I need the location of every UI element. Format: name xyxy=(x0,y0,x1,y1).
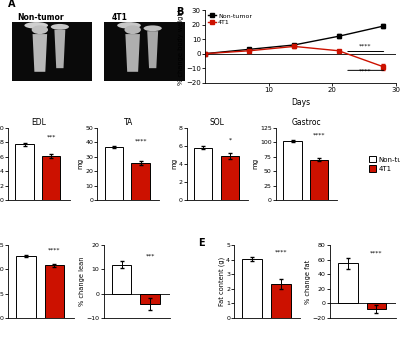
Ellipse shape xyxy=(32,25,48,34)
Bar xyxy=(105,147,123,200)
Text: ****: **** xyxy=(313,132,326,137)
Bar xyxy=(242,259,262,318)
Y-axis label: % change fat: % change fat xyxy=(305,259,311,304)
Ellipse shape xyxy=(24,22,48,29)
Bar xyxy=(140,293,160,305)
Title: SOL: SOL xyxy=(210,118,225,127)
Text: E: E xyxy=(198,238,204,248)
Text: ****: **** xyxy=(370,250,383,255)
Polygon shape xyxy=(32,34,47,72)
Text: ****: **** xyxy=(48,247,61,252)
Text: 4T1: 4T1 xyxy=(112,13,128,22)
Bar xyxy=(12,22,92,81)
Text: ****: **** xyxy=(359,68,372,73)
Bar xyxy=(16,144,34,200)
Ellipse shape xyxy=(51,24,69,30)
Bar xyxy=(16,256,36,318)
Y-axis label: Fat content (g): Fat content (g) xyxy=(218,257,225,306)
Bar xyxy=(194,148,212,200)
Polygon shape xyxy=(54,30,65,68)
Bar xyxy=(338,263,358,303)
Text: *: * xyxy=(228,138,232,143)
Text: A: A xyxy=(8,0,16,9)
Legend: Non-tumor, 4T1: Non-tumor, 4T1 xyxy=(208,13,252,25)
Y-axis label: mg: mg xyxy=(252,159,258,169)
Bar xyxy=(44,265,64,318)
Title: Gastroc: Gastroc xyxy=(292,118,322,127)
Text: B: B xyxy=(176,6,184,17)
Text: Non-tumor: Non-tumor xyxy=(17,13,64,22)
Bar xyxy=(310,160,328,200)
Bar xyxy=(112,265,131,293)
Title: TA: TA xyxy=(124,118,133,127)
Y-axis label: mg: mg xyxy=(78,159,84,169)
X-axis label: Days: Days xyxy=(291,98,310,107)
Bar xyxy=(132,163,150,200)
Text: ****: **** xyxy=(359,44,372,49)
Title: EDL: EDL xyxy=(31,118,46,127)
Polygon shape xyxy=(147,31,158,68)
Ellipse shape xyxy=(117,22,141,29)
Text: ****: **** xyxy=(134,139,147,143)
Bar xyxy=(271,284,290,318)
Bar xyxy=(221,156,239,200)
Y-axis label: % change lean: % change lean xyxy=(79,257,85,306)
Legend: Non-tumor, 4T1: Non-tumor, 4T1 xyxy=(369,156,400,172)
Bar xyxy=(366,303,386,309)
Ellipse shape xyxy=(144,25,162,31)
Text: ***: *** xyxy=(145,254,155,259)
Bar xyxy=(104,22,184,81)
Bar xyxy=(42,156,60,200)
Text: ****: **** xyxy=(274,249,287,255)
Bar xyxy=(283,141,302,200)
Text: ***: *** xyxy=(46,135,56,140)
Polygon shape xyxy=(125,34,140,72)
Ellipse shape xyxy=(124,25,141,34)
Y-axis label: % change body weight: % change body weight xyxy=(178,8,184,84)
Y-axis label: mg: mg xyxy=(171,159,177,169)
